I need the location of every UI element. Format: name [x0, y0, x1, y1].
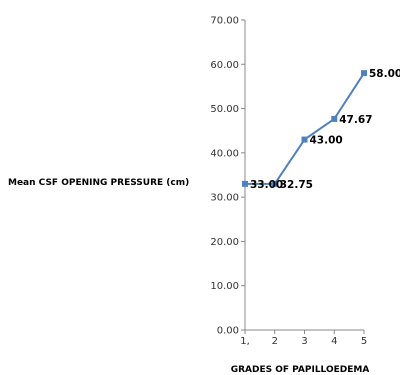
x-tick-label: 1,	[240, 336, 250, 347]
x-axis-title: GRADES OF PAPILLOEDEMA	[231, 365, 370, 375]
x-tick-label: 2	[272, 336, 278, 347]
y-tick-label: 10.00	[210, 281, 239, 292]
axes	[244, 20, 364, 331]
x-tick-label: 5	[361, 336, 367, 347]
data-label: 43.00	[310, 135, 343, 147]
data-label: 33.00	[250, 179, 283, 191]
y-ticks: 0.00 10.00 20.00 30.00 40.00 50.00 60.00 70.00	[210, 16, 245, 337]
y-tick-label: 70.00	[210, 16, 239, 27]
y-tick-label: 20.00	[210, 237, 239, 248]
data-point	[301, 136, 308, 143]
data-label: 32.75	[280, 179, 313, 191]
y-tick-label: 60.00	[210, 60, 239, 71]
data-label: 58.00	[369, 68, 400, 80]
x-tick-label: 4	[331, 336, 337, 347]
data-point	[331, 115, 338, 122]
y-tick-label: 0.00	[217, 326, 239, 337]
y-tick-label: 30.00	[210, 193, 239, 204]
x-ticks: 1, 2 3 4 5	[240, 330, 367, 347]
y-axis-title: Mean CSF OPENING PRESSURE (cm)	[8, 178, 189, 188]
series-polyline	[245, 72, 365, 185]
series-line	[242, 70, 367, 187]
x-tick-label: 3	[301, 336, 307, 347]
data-label: 47.67	[339, 114, 372, 126]
data-point	[271, 180, 278, 187]
data-point	[361, 70, 367, 77]
y-tick-label: 50.00	[210, 104, 239, 115]
data-point	[242, 180, 248, 187]
y-tick-label: 40.00	[210, 148, 239, 159]
